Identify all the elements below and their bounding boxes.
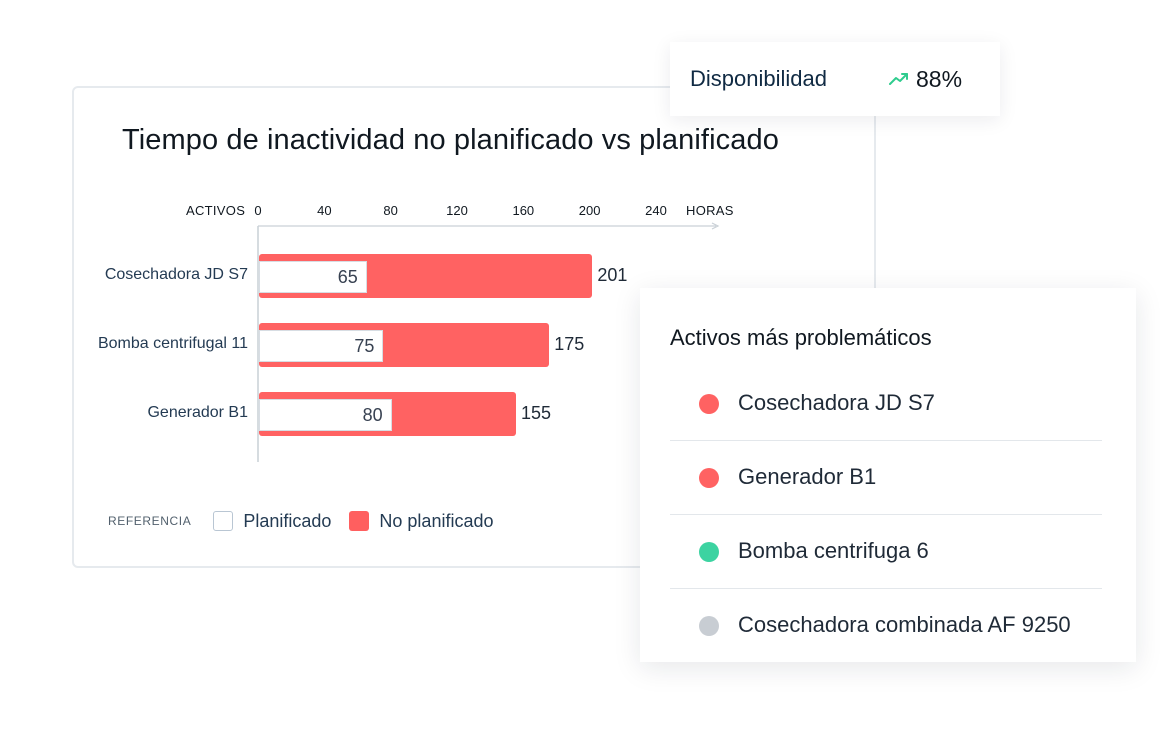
asset-label: Cosechadora JD S7 — [738, 390, 935, 415]
status-dot — [699, 468, 719, 488]
x-tick-label: 40 — [317, 203, 332, 218]
asset-item[interactable]: Generador B1 — [670, 440, 1102, 515]
chart-title: Tiempo de inactividad no planificado vs … — [122, 124, 779, 156]
legend-title: REFERENCIA — [108, 514, 192, 528]
kpi-label: Disponibilidad — [690, 66, 827, 91]
x-tick-label: 160 — [512, 203, 535, 218]
status-dot — [699, 394, 719, 414]
y-axis-label: ACTIVOS — [186, 203, 246, 218]
category-label: Bomba centrifugal 11 — [97, 335, 248, 352]
bar-value-label: 201 — [597, 265, 628, 285]
asset-item[interactable]: Cosechadora combinada AF 9250 — [670, 588, 1102, 662]
x-tick-label: 120 — [446, 203, 468, 218]
x-tick-label: 80 — [383, 203, 398, 218]
problem-assets-card: Activos más problemáticos Cosechadora JD… — [640, 288, 1136, 662]
bar-planned: 65 — [259, 261, 367, 293]
asset-item[interactable]: Bomba centrifuga 6 — [670, 514, 1102, 589]
asset-label: Bomba centrifuga 6 — [738, 538, 929, 563]
x-tick-label: 240 — [645, 203, 667, 218]
assets-title: Activos más problemáticos — [670, 325, 932, 350]
bar-value-label: 155 — [521, 403, 552, 423]
x-axis-label: HORAS — [686, 203, 734, 218]
asset-item[interactable]: Cosechadora JD S7 — [670, 366, 1102, 441]
bar-planned: 80 — [259, 399, 392, 431]
legend-swatch-unplanned — [349, 511, 370, 531]
bar-planned: 75 — [259, 330, 384, 362]
legend-label-unplanned: No planificado — [379, 510, 494, 531]
legend-swatch-planned — [213, 511, 234, 531]
status-dot — [699, 542, 719, 562]
chart-legend: REFERENCIA Planificado No planificado — [108, 508, 511, 534]
asset-label: Generador B1 — [738, 464, 877, 489]
category-label: Generador B1 — [147, 404, 248, 421]
status-dot — [699, 616, 719, 636]
bar-value-label: 175 — [554, 334, 585, 354]
legend-label-planned: Planificado — [243, 510, 332, 531]
trend-up-icon — [889, 73, 908, 85]
x-tick-label: 200 — [578, 203, 601, 218]
asset-label: Cosechadora combinada AF 9250 — [738, 612, 1071, 637]
availability-kpi-card: Disponibilidad 88% — [670, 42, 1000, 116]
kpi-value: 88% — [916, 66, 963, 92]
x-tick-label: 0 — [254, 203, 262, 218]
category-label: Cosechadora JD S7 — [104, 266, 248, 283]
